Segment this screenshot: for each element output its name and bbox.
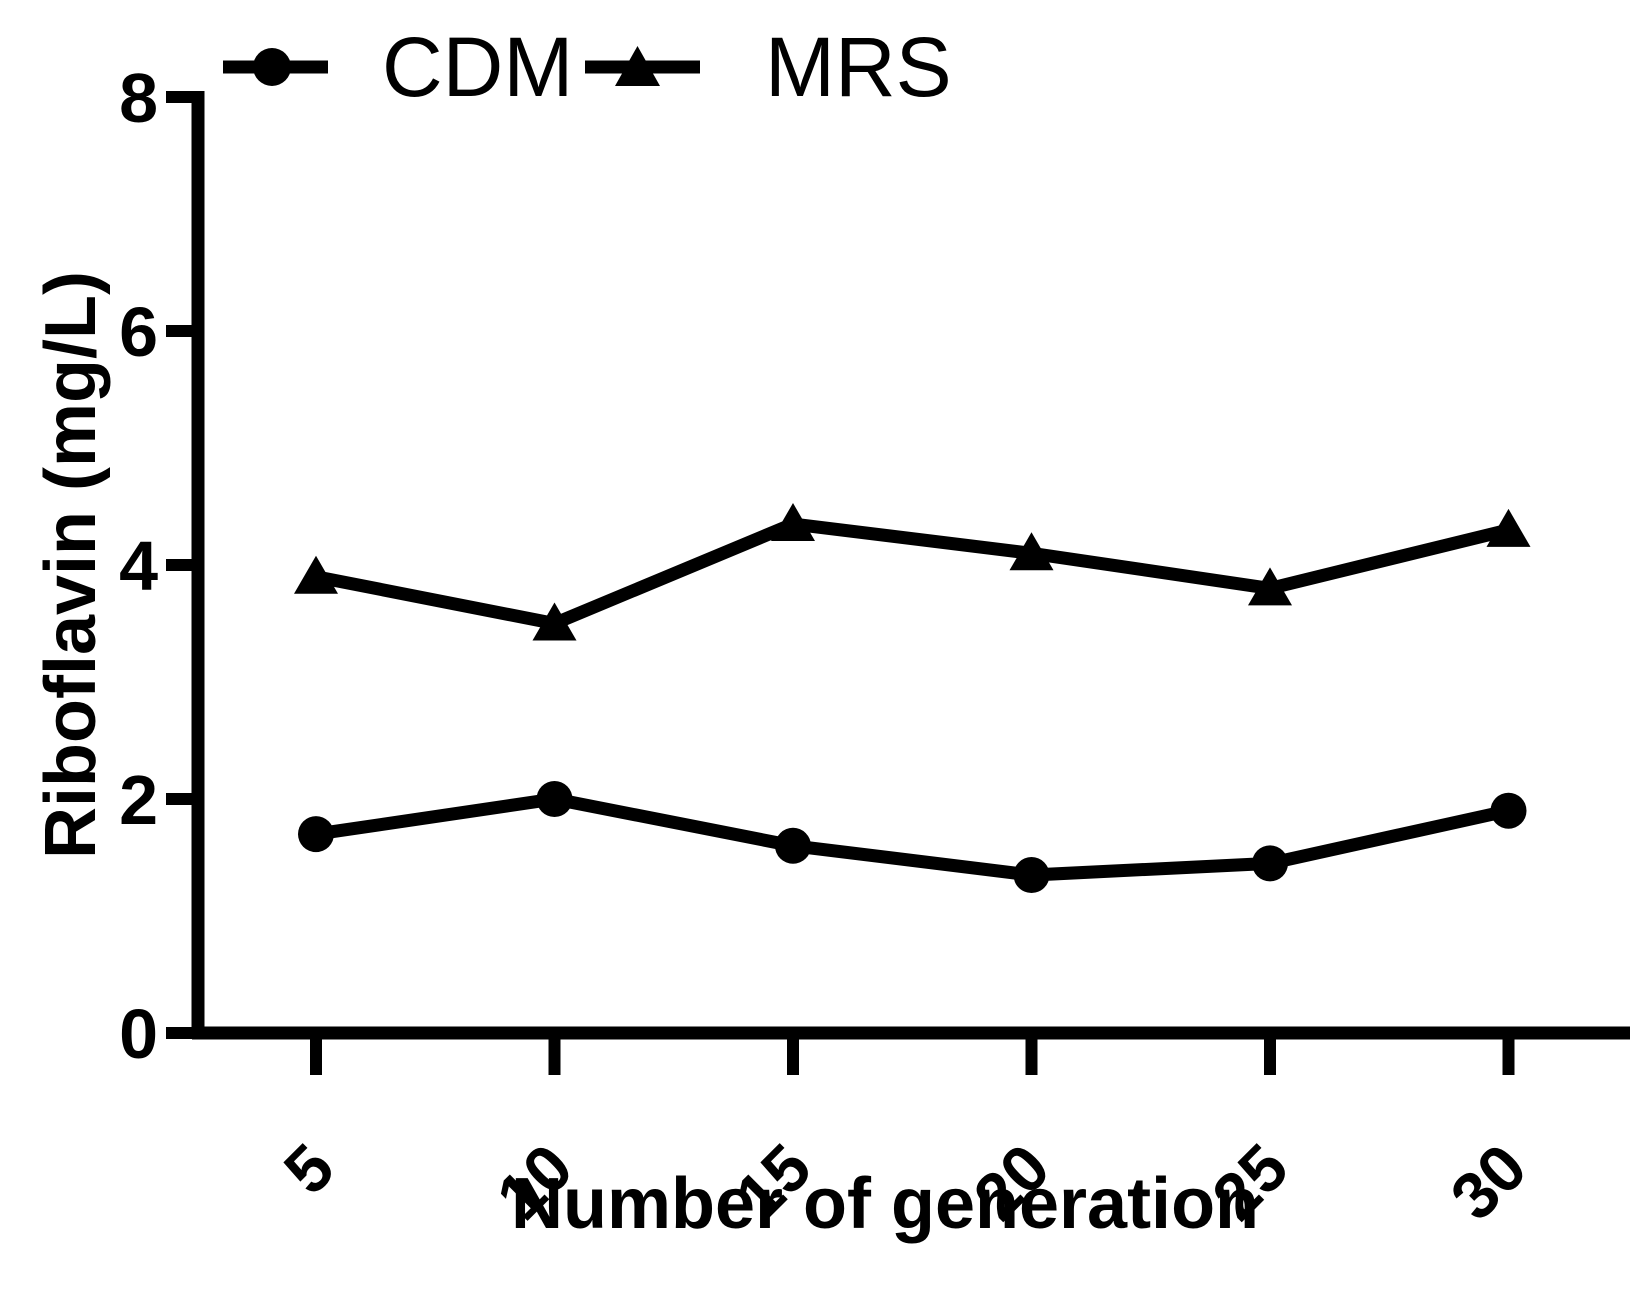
cdm-marker-gen-30 [1490,792,1527,829]
y-tick-label: 0 [119,995,158,1073]
cdm-series-line [315,792,1510,882]
legend: CDM MRS [223,20,952,114]
y-tick-label: 8 [119,59,158,137]
series-layer [294,503,1531,894]
cdm-marker-gen-10 [536,781,573,817]
x-tick-label: 5 [270,1130,348,1208]
mrs-series-line [314,517,1511,631]
y-ticks: 0 2 4 6 8 [119,59,198,1073]
mrs-marker-gen-30 [1486,508,1531,547]
x-tick-label: 30 [1436,1130,1540,1234]
mrs-marker-gen-5 [294,555,338,594]
y-tick-label: 6 [119,293,158,371]
mrs-marker-gen-15 [771,503,815,542]
mrs-legend-marker-icon [615,46,660,86]
legend-item-cdm: CDM [223,20,573,114]
cdm-marker-gen-25 [1252,845,1288,882]
cdm-legend-label: CDM [382,20,573,114]
mrs-marker-gen-20 [1009,532,1054,571]
mrs-marker-gen-10 [532,602,577,641]
y-axis-title: Riboflavin (mg/L) [31,271,111,859]
cdm-marker-gen-5 [298,816,334,853]
cdm-marker-gen-20 [1013,857,1050,894]
x-axis-title: Number of generation [511,1164,1259,1244]
y-tick-label: 2 [119,761,158,839]
cdm-legend-marker-icon [253,48,291,86]
cdm-marker-gen-15 [775,827,811,864]
mrs-marker-gen-25 [1248,567,1292,606]
mrs-legend-label: MRS [765,20,952,114]
y-axis: 0 2 4 6 8 [119,59,205,1073]
y-tick-label: 4 [119,527,158,605]
legend-item-mrs: MRS [585,20,952,114]
